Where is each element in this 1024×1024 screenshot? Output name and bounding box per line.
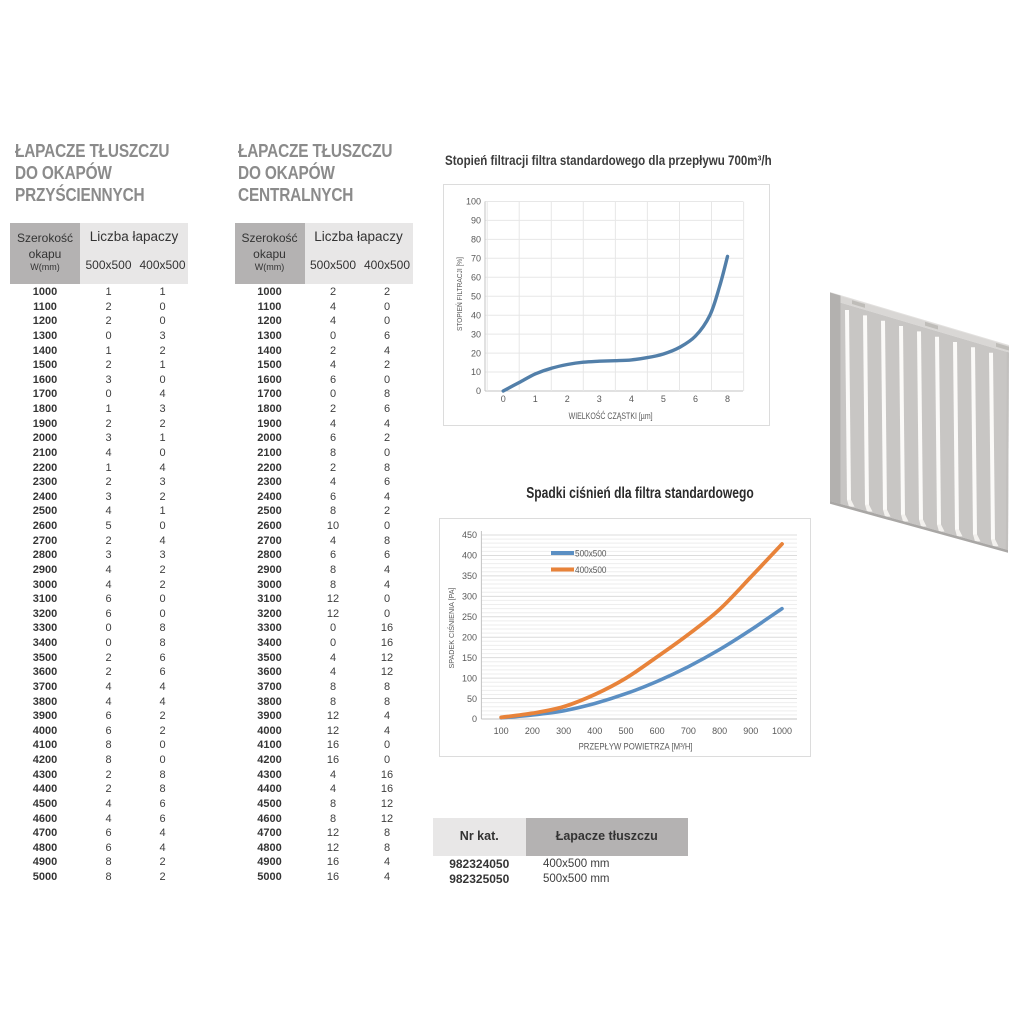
svg-text:50: 50 [471, 291, 481, 301]
svg-text:400x500: 400x500 [575, 565, 607, 576]
svg-text:600: 600 [650, 726, 665, 736]
svg-text:500x500: 500x500 [575, 549, 607, 560]
svg-text:150: 150 [462, 653, 477, 663]
svg-text:400: 400 [587, 726, 602, 736]
svg-text:PRZEPŁYW POWIETRZA [M³/H]: PRZEPŁYW POWIETRZA [M³/H] [579, 742, 693, 753]
svg-text:8: 8 [725, 394, 730, 404]
svg-text:300: 300 [556, 726, 571, 736]
svg-text:200: 200 [525, 726, 540, 736]
svg-text:80: 80 [471, 235, 481, 245]
svg-text:4: 4 [629, 394, 634, 404]
svg-text:100: 100 [462, 673, 477, 683]
svg-text:60: 60 [471, 273, 481, 283]
svg-text:10: 10 [471, 367, 481, 377]
svg-text:1000: 1000 [772, 726, 792, 736]
svg-text:250: 250 [462, 612, 477, 622]
svg-text:100: 100 [494, 726, 509, 736]
svg-text:20: 20 [471, 348, 481, 358]
svg-text:900: 900 [743, 726, 758, 736]
svg-text:50: 50 [467, 694, 477, 704]
svg-text:STOPIEŃ FILTRACJI [%]: STOPIEŃ FILTRACJI [%] [455, 257, 464, 331]
svg-text:1: 1 [533, 394, 538, 404]
svg-text:90: 90 [471, 216, 481, 226]
svg-text:0: 0 [501, 394, 506, 404]
svg-text:200: 200 [462, 632, 477, 642]
svg-text:450: 450 [462, 530, 477, 540]
svg-text:500: 500 [618, 726, 633, 736]
svg-text:300: 300 [462, 592, 477, 602]
svg-text:40: 40 [471, 310, 481, 320]
svg-text:WIELKOŚĆ CZĄSTKI [µm]: WIELKOŚĆ CZĄSTKI [µm] [569, 410, 653, 422]
svg-text:2: 2 [565, 394, 570, 404]
svg-text:0: 0 [472, 714, 477, 724]
svg-text:5: 5 [661, 394, 666, 404]
svg-text:400: 400 [462, 551, 477, 561]
svg-text:350: 350 [462, 571, 477, 581]
svg-text:3: 3 [597, 394, 602, 404]
svg-text:6: 6 [693, 394, 698, 404]
svg-text:0: 0 [476, 386, 481, 396]
svg-text:30: 30 [471, 329, 481, 339]
svg-text:100: 100 [466, 197, 481, 207]
svg-text:700: 700 [681, 726, 696, 736]
svg-text:70: 70 [471, 254, 481, 264]
svg-text:SPADEK CIŚNIENIA [PA]: SPADEK CIŚNIENIA [PA] [447, 588, 456, 669]
svg-text:800: 800 [712, 726, 727, 736]
